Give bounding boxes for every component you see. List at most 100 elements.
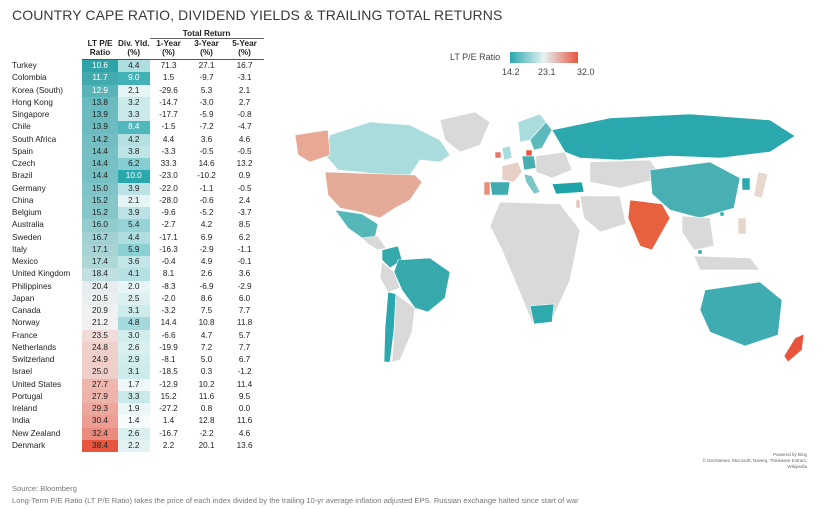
- map-greenland: [439, 111, 491, 153]
- page-title: COUNTRY CAPE RATIO, DIVIDEND YIELDS & TR…: [12, 7, 503, 23]
- table-row: France 23.5 3.0 -6.6 4.7 5.7: [12, 329, 264, 342]
- map-argentina: [391, 293, 416, 363]
- map-spain: [489, 181, 511, 196]
- table-row: Norway 21.2 4.8 14.4 10.8 11.8: [12, 317, 264, 330]
- one-year-cell: -19.9: [159, 342, 178, 352]
- one-year-cell: -1.5: [161, 122, 176, 132]
- map-canada: [324, 121, 451, 176]
- table-row: New Zealand 32.4 2.6 -16.7 -2.2 4.6: [12, 427, 264, 440]
- map-attribution: Powered by Bing © GeoNames, Microsoft, Na…: [702, 452, 807, 469]
- div-yield-cell: 2.5: [118, 292, 150, 305]
- div-yield-cell: 2.6: [118, 427, 150, 440]
- one-year-cell: 71.3: [160, 61, 177, 70]
- three-year-cell: 20.1: [198, 440, 215, 450]
- div-yield-cell: 2.6: [118, 341, 150, 354]
- five-year-cell: -1.2: [237, 367, 252, 377]
- map-peru: [379, 261, 401, 293]
- div-yield-column-header: Div. Yld. (%): [118, 38, 150, 60]
- div-yield-cell: 4.4: [118, 231, 150, 244]
- country-cell: United Kingdom: [12, 269, 71, 279]
- pe-cell: 25.0: [82, 366, 118, 379]
- map-germany: [521, 155, 537, 171]
- five-year-cell: 6.0: [238, 293, 251, 303]
- five-year-cell: 13.6: [236, 440, 253, 450]
- country-cell: Colombia: [12, 73, 47, 83]
- table-row: Sweden 16.7 4.4 -17.1 6.9 6.2: [12, 231, 264, 244]
- country-cell: Germany: [12, 183, 46, 193]
- legend-max-label: 32.0: [577, 67, 595, 77]
- three-year-column-header: 3-Year (%): [187, 38, 226, 60]
- map-sweden: [529, 121, 553, 151]
- country-cell: Hong Kong: [12, 97, 53, 107]
- map-australia: [699, 281, 783, 347]
- cape-table: Total Return LT P/E Ratio Div. Yld. (%) 1-…: [12, 26, 264, 452]
- three-year-cell: 4.9: [200, 257, 213, 266]
- div-yield-cell: 3.8: [118, 145, 150, 158]
- one-year-cell: -23.0: [159, 171, 178, 181]
- three-year-cell: -1.1: [199, 183, 214, 193]
- country-cell: China: [12, 195, 34, 205]
- table-row: Germany 15.0 3.9 -22.0 -1.1 -0.5: [12, 182, 264, 195]
- three-year-cell: 7.2: [200, 342, 213, 352]
- table-row: Australia 16.0 5.4 -2.7 4.2 8.5: [12, 219, 264, 232]
- three-year-cell: 27.1: [198, 61, 215, 70]
- five-year-cell: -2.9: [237, 281, 252, 291]
- footnote: Long-Term P/E Ratio (LT P/E Ratio) takes…: [12, 496, 579, 505]
- country-cell: Norway: [12, 318, 40, 328]
- three-year-cell: 8.6: [200, 293, 213, 303]
- three-year-cell: -0.5: [199, 146, 214, 156]
- map-africa: [489, 201, 581, 323]
- country-cell: New Zealand: [12, 428, 61, 438]
- country-cell: United States: [12, 379, 62, 389]
- pe-cell: 16.7: [82, 231, 118, 244]
- pe-cell: 11.7: [82, 72, 118, 85]
- table-row: Portugal 27.9 3.3 15.2 11.6 9.5: [12, 390, 264, 403]
- pe-cell: 10.6: [82, 59, 118, 73]
- five-year-cell: -4.7: [237, 122, 252, 132]
- world-map: [294, 111, 805, 363]
- map-uk: [501, 145, 513, 161]
- one-year-cell: 4.4: [162, 134, 175, 144]
- table-row: Hong Kong 13.8 3.2 -14.7 -3.0 2.7: [12, 96, 264, 109]
- pe-cell: 16.0: [82, 219, 118, 232]
- three-year-cell: -5.9: [199, 110, 214, 119]
- five-year-cell: -0.8: [237, 110, 252, 119]
- legend-min-label: 14.2: [502, 67, 520, 77]
- map-usa: [324, 171, 423, 219]
- one-year-cell: -27.2: [159, 404, 178, 413]
- map-middle-east: [579, 195, 627, 233]
- five-year-cell: 2.7: [238, 97, 251, 107]
- one-year-cell: -8.1: [161, 355, 176, 364]
- div-yield-cell: 8.4: [118, 121, 150, 134]
- map-brazil: [393, 257, 451, 313]
- five-year-cell: 16.7: [236, 61, 253, 70]
- one-year-cell: -3.3: [161, 146, 176, 156]
- div-yield-cell: 3.0: [118, 329, 150, 342]
- map-russia: [551, 113, 796, 161]
- map-new-zealand: [783, 333, 805, 363]
- five-year-cell: 13.2: [236, 159, 253, 168]
- pe-cell: 14.4: [82, 170, 118, 183]
- country-cell: Switzerland: [12, 355, 55, 364]
- country-cell: Turkey: [12, 60, 37, 70]
- table-row: Chile 13.9 8.4 -1.5 -7.2 -4.7: [12, 121, 264, 134]
- map-singapore: [697, 249, 703, 255]
- map-eastern-europe: [535, 151, 573, 179]
- five-year-cell: -1.1: [237, 244, 252, 254]
- div-yield-cell: 2.0: [118, 280, 150, 293]
- table-row: Korea (South) 12.9 2.1 -29.6 5.3 2.1: [12, 84, 264, 97]
- five-year-cell: 5.7: [238, 330, 251, 340]
- pe-cell: 17.1: [82, 243, 118, 256]
- map-korea: [741, 177, 751, 191]
- table-row: Netherlands 24.8 2.6 -19.9 7.2 7.7: [12, 341, 264, 354]
- three-year-cell: 0.3: [200, 367, 213, 377]
- table-row: China 15.2 2.1 -28.0 -0.6 2.4: [12, 194, 264, 207]
- pe-cell: 15.2: [82, 207, 118, 220]
- country-cell: Portugal: [12, 391, 43, 401]
- three-year-cell: -2.9: [199, 244, 214, 254]
- country-cell: Australia: [12, 220, 44, 230]
- source-note: Source: Bloomberg: [12, 484, 78, 493]
- three-year-cell: 11.6: [198, 391, 215, 401]
- pe-cell: 12.9: [82, 84, 118, 97]
- div-yield-cell: 1.7: [118, 378, 150, 391]
